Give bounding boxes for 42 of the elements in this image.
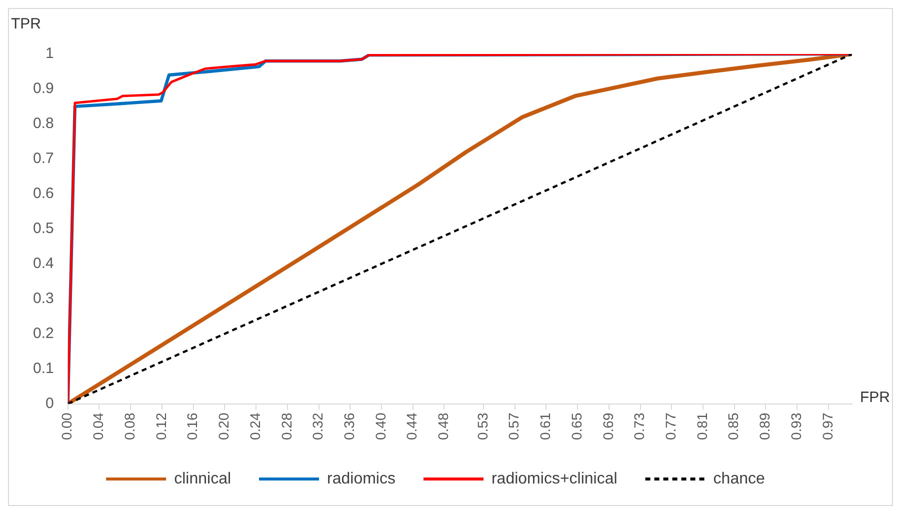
x-tick-label: 0.36: [341, 412, 358, 440]
legend-label: clinnical: [174, 470, 232, 488]
x-tick-label: 0.12: [152, 412, 169, 440]
x-tick-label: 0.93: [788, 412, 804, 440]
x-tick-label: 0.69: [600, 412, 616, 440]
x-tick-label: 0.08: [121, 412, 138, 440]
x-tick-label: 0.97: [819, 412, 836, 440]
x-tick-label: 0.89: [756, 412, 773, 440]
y-tick-label: 0.1: [32, 360, 54, 377]
legend-label: radiomics+clinical: [491, 470, 618, 488]
x-tick-label: 0.85: [725, 412, 742, 440]
y-tick-label: 0.3: [32, 290, 54, 307]
x-tick-label: 0.04: [90, 412, 106, 440]
y-axis-title: TPR: [11, 16, 42, 33]
x-tick-label: 0.00: [58, 412, 75, 440]
x-axis-title: FPR: [860, 388, 890, 406]
x-tick-label: 0.20: [216, 412, 232, 440]
x-tick-label: 0.81: [694, 412, 710, 440]
x-tick-label: 0.44: [404, 412, 420, 440]
x-tick-label: 0.61: [537, 412, 554, 440]
x-tick-label: 0.40: [372, 412, 388, 440]
y-tick-label: 0.2: [32, 324, 54, 342]
y-tick-label: 0.6: [32, 185, 54, 202]
legend-label: radiomics: [327, 470, 396, 488]
y-tick-label: 0.9: [32, 80, 54, 98]
legend-label: chance: [713, 470, 765, 488]
y-tick-label: 0.4: [32, 254, 54, 272]
y-tick-label: 0.7: [32, 150, 54, 168]
x-tick-label: 0.73: [631, 412, 648, 440]
x-tick-label: 0.28: [278, 412, 294, 440]
x-tick-label: 0.53: [474, 412, 490, 440]
y-tick-label: 0: [46, 394, 54, 412]
x-tick-label: 0.48: [435, 412, 452, 440]
x-tick-label: 0.65: [568, 412, 584, 440]
y-tick-label: 1: [46, 45, 54, 62]
x-tick-label: 0.77: [662, 412, 679, 440]
x-tick-label: 0.16: [184, 412, 200, 440]
x-tick-label: 0.57: [506, 412, 522, 440]
y-tick-label: 0.8: [32, 115, 54, 132]
x-tick-label: 0.32: [310, 412, 326, 440]
y-tick-label: 0.5: [32, 220, 54, 238]
x-tick-label: 0.24: [246, 412, 263, 440]
